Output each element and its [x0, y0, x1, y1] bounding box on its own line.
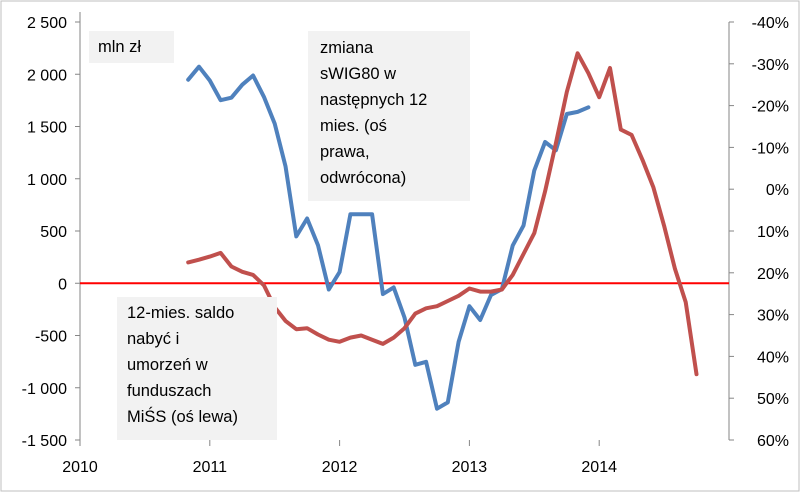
right-axis-tick-label: 30%: [757, 308, 789, 325]
left-series-annotation-line: umorzeń w: [127, 356, 208, 374]
x-axis-tick-label: 2014: [581, 459, 617, 476]
left-axis-tick-label: 1 000: [27, 172, 67, 189]
left-series-annotation-line: 12-mies. saldo: [127, 304, 235, 322]
left-axis-tick-label: -1 500: [22, 433, 67, 450]
right-axis-tick-label: -10%: [752, 140, 789, 157]
right-axis-tick-label: 0%: [766, 182, 789, 199]
left-axis-tick-label: 1 500: [27, 120, 67, 137]
left-axis-tick-label: 0: [58, 276, 67, 293]
x-axis-tick-label: 2011: [193, 459, 228, 476]
right-series-annotation-line: odwrócona): [320, 169, 407, 187]
right-axis-tick-label: 20%: [757, 266, 789, 283]
x-axis-tick-label: 2010: [62, 459, 98, 476]
left-axis-tick-label: 2 000: [27, 67, 67, 84]
right-axis-tick-label: 50%: [757, 391, 789, 408]
right-axis-tick-label: -40%: [752, 15, 789, 32]
right-axis-tick-label: -20%: [752, 99, 789, 116]
right-axis-tick-label: 60%: [757, 433, 789, 450]
x-axis-tick-label: 2013: [452, 459, 488, 476]
right-series-annotation-line: prawa,: [320, 143, 370, 161]
left-series-annotation: 12-mies. saldo nabyć i umorzeń w funduszach…: [117, 297, 277, 440]
left-series-annotation-line: nabyć i: [127, 330, 180, 348]
right-series-annotation-line: sWIG80 w: [320, 65, 397, 83]
left-series-annotation-line: MiŚS (oś lewa): [127, 408, 238, 426]
left-axis-tick-label: -1 000: [22, 381, 67, 398]
swig80-series-line: [186, 64, 591, 411]
right-axis-tick-label: 10%: [757, 224, 789, 241]
right-series-annotation-line: zmiana: [320, 39, 374, 57]
right-axis-tick-label: -30%: [752, 57, 789, 74]
left-axis-tick-label: -500: [35, 329, 67, 346]
left-axis-tick-label: 2 500: [27, 15, 67, 32]
right-series-annotation-line: następnych 12: [320, 91, 428, 109]
right-series-annotation-line: mies. (oś: [320, 117, 387, 135]
right-axis-tick-label: 40%: [757, 349, 789, 366]
left-series-annotation-line: funduszach: [127, 382, 212, 400]
left-axis-tick-label: 500: [40, 224, 67, 241]
x-axis-tick-label: 2012: [322, 459, 358, 476]
right-series-annotation: zmiana sWIG80 w następnych 12 mies. (oś praw…: [308, 31, 470, 201]
left-axis-unit-label: mln zł: [89, 31, 174, 63]
